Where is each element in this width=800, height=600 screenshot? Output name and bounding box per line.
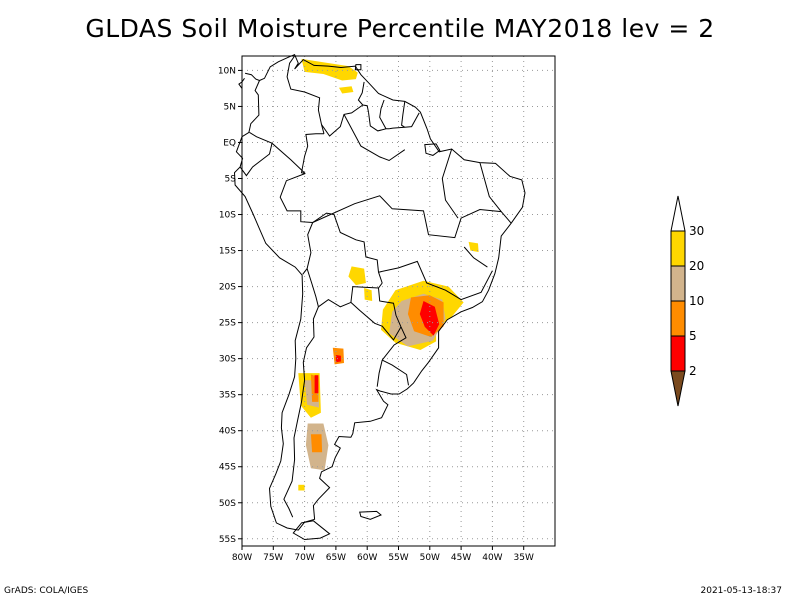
island-trinidad — [354, 64, 362, 71]
border-chile-argentina — [283, 306, 319, 518]
colorbar-level-label: 5 — [689, 329, 697, 343]
lat-tick-label: 20S — [219, 283, 236, 293]
border-uruguay-argentina — [376, 359, 383, 387]
shade-mendoza-red — [314, 375, 319, 394]
footer-timestamp: 2021-05-13-18:37 — [700, 586, 783, 596]
coastline-central-america — [244, 72, 260, 81]
border-paraguay-argentina — [350, 302, 402, 341]
lat-tick-label: 25S — [219, 319, 236, 329]
shade-patagonia-orange — [310, 434, 323, 453]
border-venezuela-brazil — [321, 104, 364, 137]
colorbar-segment-10-20 — [670, 265, 686, 302]
axis-ticks: 80W 75W 70W 65W 60W 55W 50W 45W 40W 35W 10N 5N EQ 5S 1… — [218, 66, 534, 563]
coastline-south-america — [233, 53, 526, 531]
colorbar-level-label: 2 — [689, 364, 697, 378]
border-uruguay-brazil — [381, 359, 409, 386]
border-brazil-states-ne2 — [479, 162, 512, 224]
map-title: GLDAS Soil Moisture Percentile MAY2018 l… — [85, 14, 715, 43]
footer-credit: GrADS: COLA/IGES — [4, 586, 89, 596]
colorbar-level-label: 20 — [689, 259, 704, 273]
lon-tick-label: 40W — [482, 553, 502, 563]
shade-cordoba-red — [335, 355, 341, 363]
border-colombia-brazil — [300, 133, 324, 174]
colorbar-segment-above-30 — [670, 195, 686, 232]
lon-tick-label: 70W — [294, 553, 314, 563]
colorbar-level-label: 10 — [689, 294, 704, 308]
percentile-shading — [298, 58, 479, 491]
border-bolivia-brazil — [312, 212, 383, 284]
lon-tick-label: 55W — [388, 553, 408, 563]
border-guyana-suriname — [379, 99, 387, 130]
lat-tick-label: 5S — [225, 175, 237, 185]
border-suriname-brazil — [389, 112, 420, 130]
border-bolivia-chile — [306, 268, 319, 307]
lon-tick-label: 65W — [326, 553, 346, 563]
shade-venezuela-north — [301, 58, 358, 81]
shade-brazil-east — [468, 241, 479, 252]
shade-south-brazil-red — [419, 301, 440, 336]
shade-patagonia-spot — [298, 484, 305, 491]
border-suriname-frenchguiana — [401, 101, 406, 128]
lat-tick-label: 40S — [219, 427, 236, 437]
lat-tick-label: 10S — [219, 211, 236, 221]
shade-paraguay-bolivia — [364, 288, 373, 301]
lat-tick-label: 50S — [219, 499, 236, 509]
lat-tick-label: 5N — [224, 102, 236, 112]
border-brazil-states-north — [343, 114, 406, 162]
border-brazil-states-south — [378, 260, 493, 301]
border-venezuela-guyana — [357, 81, 369, 113]
colorbar-segment-2-5 — [670, 335, 686, 372]
lon-tick-label: 35W — [514, 553, 534, 563]
border-colombia-peru-ecuador — [249, 131, 306, 174]
colorbar-segment-20-30 — [670, 230, 686, 267]
island-marajo — [424, 143, 441, 156]
border-paraguay-brazil — [378, 287, 402, 328]
island-tierra-del-fuego — [292, 520, 331, 541]
colorbar-level-label: 30 — [689, 224, 704, 238]
shade-bolivia-east — [348, 266, 366, 286]
coastline-central-america-west — [238, 78, 245, 89]
shade-venezuela-spot — [339, 86, 354, 94]
border-ecuador-peru — [239, 143, 273, 177]
graticule — [241, 56, 555, 546]
lon-tick-label: 75W — [263, 553, 283, 563]
border-brazil-states-mid — [312, 195, 502, 239]
border-peru-bolivia — [302, 222, 314, 275]
border-colombia-venezuela — [286, 55, 325, 134]
lat-tick-label: 10N — [218, 66, 236, 76]
border-guyana-brazil — [368, 112, 390, 132]
border-argentina-brazil — [381, 326, 407, 361]
lat-tick-label: EQ — [223, 138, 236, 148]
colorbar-segment-5-10 — [670, 300, 686, 337]
lat-tick-label: 30S — [219, 355, 236, 365]
lon-tick-label: 50W — [420, 553, 440, 563]
lat-tick-label: 45S — [219, 463, 236, 473]
colorbar-segment-below-2 — [670, 370, 686, 407]
lon-tick-label: 60W — [357, 553, 377, 563]
border-brazil-states-se — [463, 246, 488, 268]
island-falklands — [359, 510, 382, 520]
lon-tick-label: 80W — [232, 553, 252, 563]
lat-tick-label: 15S — [219, 247, 236, 257]
country-borders — [233, 53, 526, 541]
lat-tick-label: 55S — [219, 535, 236, 545]
border-brazil-states-northeast — [441, 148, 459, 219]
lat-tick-label: 35S — [219, 391, 236, 401]
colorbar: 30 20 10 5 2 — [670, 195, 704, 407]
lon-tick-label: 45W — [451, 553, 471, 563]
border-peru-brazil — [279, 173, 313, 223]
